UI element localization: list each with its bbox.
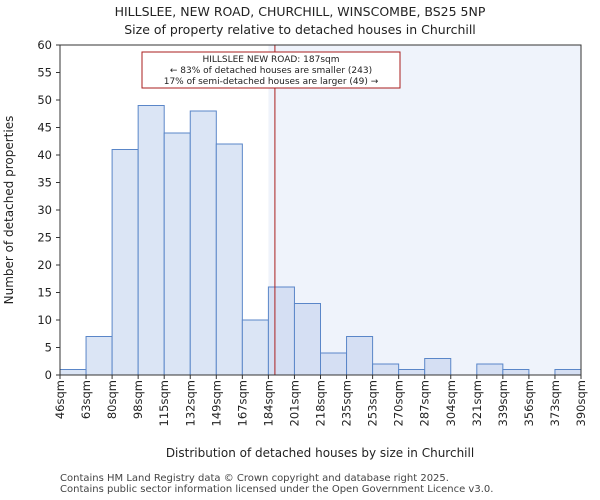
x-tick-label: 390sqm [574, 380, 588, 426]
y-tick-label: 60 [37, 38, 52, 52]
title-line-1: HILLSLEE, NEW ROAD, CHURCHILL, WINSCOMBE… [114, 4, 486, 19]
title-line-2: Size of property relative to detached ho… [124, 22, 476, 37]
x-axis: 46sqm 63sqm 80sqm 98sqm 115sqm 132sqm 149sqm 16… [53, 375, 588, 426]
bar-149sqm [215, 143, 243, 376]
bar-184sqm [267, 286, 295, 376]
annotation-line-2: ← 83% of detached houses are smaller (24… [170, 66, 372, 76]
y-axis-label: Number of detached properties [2, 116, 16, 305]
x-tick-label: 356sqm [522, 380, 536, 426]
bar-218sqm [320, 352, 348, 376]
x-tick-label: 149sqm [209, 380, 223, 426]
bar-270sqm [398, 369, 426, 376]
bar-373sqm [554, 369, 582, 376]
annotation-line-3: 17% of semi-detached houses are larger (… [164, 77, 379, 87]
footer-line-1: Contains HM Land Registry data © Crown c… [60, 473, 449, 484]
x-tick-label: 63sqm [79, 380, 93, 419]
bar-321sqm [476, 363, 504, 376]
y-tick-label: 30 [37, 203, 52, 217]
x-tick-label: 167sqm [235, 380, 249, 426]
y-tick-label: 45 [37, 121, 52, 135]
y-tick-label: 25 [37, 231, 52, 245]
x-tick-label: 321sqm [470, 380, 484, 426]
y-tick-label: 5 [45, 341, 52, 355]
y-tick-label: 40 [37, 148, 52, 162]
x-tick-label: 253sqm [366, 380, 380, 426]
x-tick-label: 270sqm [392, 380, 406, 426]
y-tick-label: 20 [37, 258, 52, 272]
y-tick-label: 50 [37, 93, 52, 107]
x-tick-label: 132sqm [183, 380, 197, 426]
chart-title: HILLSLEE, NEW ROAD, CHURCHILL, WINSCOMBE… [0, 3, 600, 39]
y-axis: 0 5 10 15 20 25 30 35 40 45 50 55 60 [37, 38, 60, 382]
x-tick-label: 80sqm [105, 380, 119, 419]
y-tick-label: 0 [45, 368, 52, 382]
bar-63sqm [85, 336, 113, 376]
x-tick-label: 184sqm [261, 380, 275, 426]
bar-115sqm [163, 132, 191, 376]
x-tick-label: 201sqm [287, 380, 301, 426]
x-tick-label: 235sqm [340, 380, 354, 426]
x-tick-label: 339sqm [496, 380, 510, 426]
x-tick-label: 287sqm [418, 380, 432, 426]
bar-98sqm [137, 105, 165, 376]
x-tick-label: 373sqm [548, 380, 562, 426]
bar-80sqm [111, 149, 139, 376]
x-axis-label: Distribution of detached houses by size … [166, 446, 474, 460]
bar-132sqm [189, 110, 217, 376]
bar-167sqm [241, 319, 269, 376]
x-tick-label: 218sqm [314, 380, 328, 426]
bar-46sqm [59, 369, 87, 376]
y-tick-label: 10 [37, 313, 52, 327]
bar-235sqm [346, 336, 374, 376]
annotation-line-1: HILLSLEE NEW ROAD: 187sqm [202, 55, 339, 65]
y-tick-label: 55 [37, 66, 52, 80]
x-tick-label: 304sqm [444, 380, 458, 426]
x-tick-label: 115sqm [157, 380, 171, 426]
x-tick-label: 98sqm [131, 380, 145, 419]
bar-253sqm [372, 363, 400, 376]
bar-339sqm [502, 369, 530, 376]
footer-line-2: Contains public sector information licen… [60, 484, 494, 495]
y-tick-label: 35 [37, 176, 52, 190]
footer: Contains HM Land Registry data © Crown c… [60, 473, 493, 495]
y-tick-label: 15 [37, 286, 52, 300]
bar-287sqm [424, 358, 452, 376]
x-tick-label: 46sqm [53, 380, 67, 419]
bar-201sqm [293, 303, 322, 376]
bars [59, 105, 582, 376]
annotation-box: HILLSLEE NEW ROAD: 187sqm ← 83% of detac… [141, 51, 401, 89]
